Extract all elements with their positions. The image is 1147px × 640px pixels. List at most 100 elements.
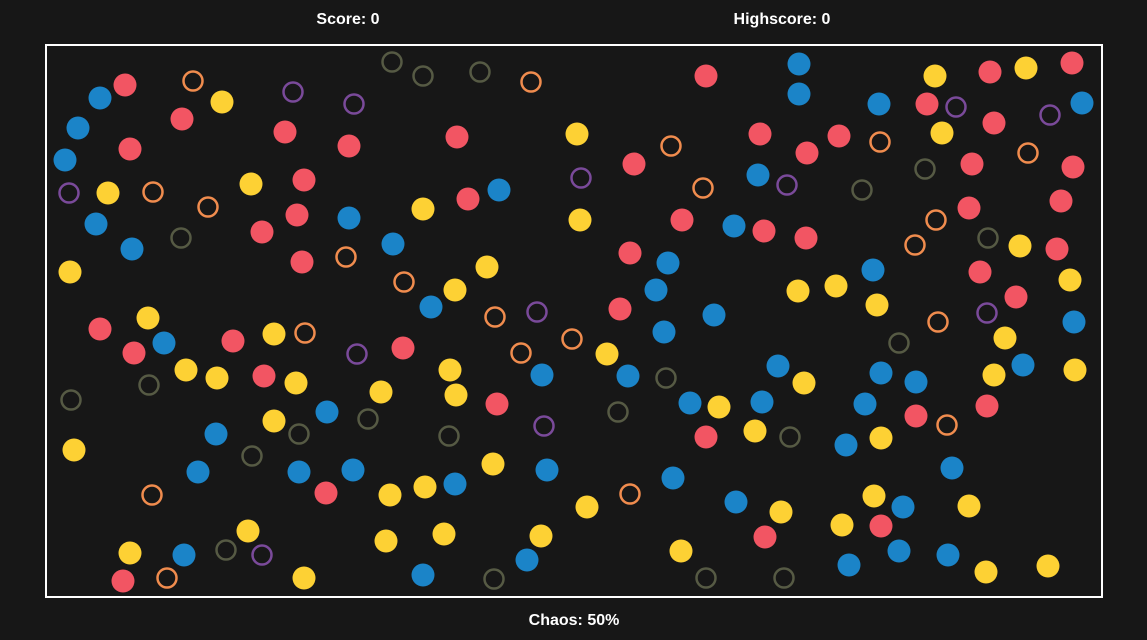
yellow-ball[interactable]: [378, 483, 402, 507]
orange-ring[interactable]: [561, 328, 583, 350]
orange-ring[interactable]: [936, 414, 958, 436]
red-ball[interactable]: [118, 137, 142, 161]
blue-ball[interactable]: [535, 458, 559, 482]
blue-ball[interactable]: [419, 295, 443, 319]
blue-ball[interactable]: [867, 92, 891, 116]
yellow-ball[interactable]: [862, 484, 886, 508]
red-ball[interactable]: [285, 203, 309, 227]
blue-ball[interactable]: [315, 400, 339, 424]
olive-ring[interactable]: [469, 61, 491, 83]
blue-ball[interactable]: [88, 86, 112, 110]
yellow-ball[interactable]: [865, 293, 889, 317]
orange-ring[interactable]: [156, 567, 178, 589]
red-ball[interactable]: [794, 226, 818, 250]
yellow-ball[interactable]: [481, 452, 505, 476]
red-ball[interactable]: [622, 152, 646, 176]
yellow-ball[interactable]: [262, 409, 286, 433]
blue-ball[interactable]: [652, 320, 676, 344]
purple-ring[interactable]: [570, 167, 592, 189]
red-ball[interactable]: [252, 364, 276, 388]
yellow-ball[interactable]: [136, 306, 160, 330]
red-ball[interactable]: [957, 196, 981, 220]
orange-ring[interactable]: [925, 209, 947, 231]
red-ball[interactable]: [975, 394, 999, 418]
blue-ball[interactable]: [702, 303, 726, 327]
red-ball[interactable]: [170, 107, 194, 131]
yellow-ball[interactable]: [974, 560, 998, 584]
yellow-ball[interactable]: [824, 274, 848, 298]
purple-ring[interactable]: [58, 182, 80, 204]
olive-ring[interactable]: [977, 227, 999, 249]
blue-ball[interactable]: [487, 178, 511, 202]
blue-ball[interactable]: [172, 543, 196, 567]
blue-ball[interactable]: [204, 422, 228, 446]
red-ball[interactable]: [314, 481, 338, 505]
blue-ball[interactable]: [287, 460, 311, 484]
orange-ring[interactable]: [393, 271, 415, 293]
orange-ring[interactable]: [197, 196, 219, 218]
blue-ball[interactable]: [616, 364, 640, 388]
purple-ring[interactable]: [533, 415, 555, 437]
blue-ball[interactable]: [1011, 353, 1035, 377]
blue-ball[interactable]: [644, 278, 668, 302]
orange-ring[interactable]: [520, 71, 542, 93]
olive-ring[interactable]: [851, 179, 873, 201]
blue-ball[interactable]: [837, 553, 861, 577]
red-ball[interactable]: [292, 168, 316, 192]
yellow-ball[interactable]: [575, 495, 599, 519]
red-ball[interactable]: [795, 141, 819, 165]
red-ball[interactable]: [122, 341, 146, 365]
orange-ring[interactable]: [335, 246, 357, 268]
blue-ball[interactable]: [750, 390, 774, 414]
olive-ring[interactable]: [170, 227, 192, 249]
yellow-ball[interactable]: [413, 475, 437, 499]
yellow-ball[interactable]: [769, 500, 793, 524]
yellow-ball[interactable]: [443, 278, 467, 302]
red-ball[interactable]: [752, 219, 776, 243]
yellow-ball[interactable]: [1014, 56, 1038, 80]
yellow-ball[interactable]: [205, 366, 229, 390]
red-ball[interactable]: [748, 122, 772, 146]
blue-ball[interactable]: [152, 331, 176, 355]
purple-ring[interactable]: [976, 302, 998, 324]
yellow-ball[interactable]: [96, 181, 120, 205]
red-ball[interactable]: [670, 208, 694, 232]
yellow-ball[interactable]: [568, 208, 592, 232]
yellow-ball[interactable]: [957, 494, 981, 518]
blue-ball[interactable]: [887, 539, 911, 563]
yellow-ball[interactable]: [869, 426, 893, 450]
olive-ring[interactable]: [288, 423, 310, 445]
red-ball[interactable]: [915, 92, 939, 116]
blue-ball[interactable]: [891, 495, 915, 519]
yellow-ball[interactable]: [565, 122, 589, 146]
blue-ball[interactable]: [787, 52, 811, 76]
yellow-ball[interactable]: [1058, 268, 1082, 292]
red-ball[interactable]: [827, 124, 851, 148]
yellow-ball[interactable]: [210, 90, 234, 114]
yellow-ball[interactable]: [369, 380, 393, 404]
red-ball[interactable]: [1045, 237, 1069, 261]
blue-ball[interactable]: [853, 392, 877, 416]
olive-ring[interactable]: [412, 65, 434, 87]
purple-ring[interactable]: [346, 343, 368, 365]
yellow-ball[interactable]: [438, 358, 462, 382]
blue-ball[interactable]: [936, 543, 960, 567]
yellow-ball[interactable]: [993, 326, 1017, 350]
olive-ring[interactable]: [60, 389, 82, 411]
orange-ring[interactable]: [182, 70, 204, 92]
olive-ring[interactable]: [914, 158, 936, 180]
olive-ring[interactable]: [138, 374, 160, 396]
blue-ball[interactable]: [337, 206, 361, 230]
purple-ring[interactable]: [526, 301, 548, 323]
blue-ball[interactable]: [746, 163, 770, 187]
yellow-ball[interactable]: [1008, 234, 1032, 258]
orange-ring[interactable]: [484, 306, 506, 328]
olive-ring[interactable]: [215, 539, 237, 561]
blue-ball[interactable]: [84, 212, 108, 236]
orange-ring[interactable]: [660, 135, 682, 157]
blue-ball[interactable]: [53, 148, 77, 172]
game-playfield[interactable]: [45, 44, 1103, 598]
olive-ring[interactable]: [483, 568, 505, 590]
yellow-ball[interactable]: [743, 419, 767, 443]
yellow-ball[interactable]: [62, 438, 86, 462]
